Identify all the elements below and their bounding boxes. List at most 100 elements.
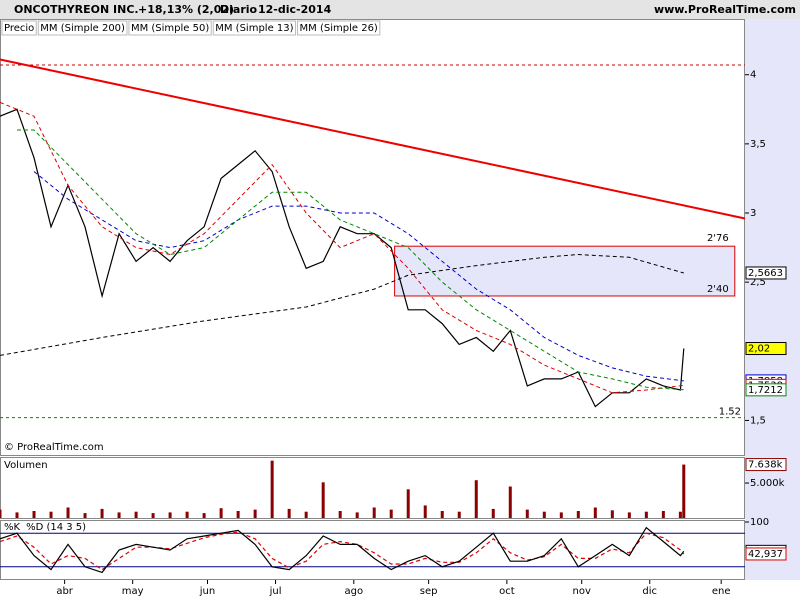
x-tick-label: may — [122, 586, 144, 597]
legend-box — [212, 20, 297, 36]
volume-bar — [474, 480, 478, 518]
volume-bar — [287, 508, 291, 518]
last-value-box — [745, 266, 787, 280]
last-value-box — [745, 383, 787, 397]
x-tick-label: ene — [712, 586, 731, 597]
volume-bar — [270, 460, 274, 518]
volume-bar — [372, 507, 376, 518]
volume-bar — [338, 511, 342, 518]
legend-box — [1, 20, 37, 36]
volume-bar — [423, 505, 427, 518]
legend-label: MM (Simple 200) — [40, 23, 125, 34]
horizontal-line-label: 1.52 — [719, 407, 741, 418]
last-value-box — [745, 547, 787, 561]
volume-bar — [678, 511, 682, 518]
legend-label: %D (14 3 5) — [26, 522, 86, 533]
volume-bar — [168, 512, 172, 518]
volume-bar — [491, 508, 495, 518]
volume-bar — [389, 509, 393, 518]
series-line — [33, 171, 684, 382]
volume-bar — [644, 511, 648, 518]
y-tick-label: 5.000k — [750, 478, 785, 489]
volume-bar — [83, 513, 87, 518]
volume-bar — [117, 512, 121, 518]
zone-low-label: 2'40 — [707, 284, 729, 295]
last-value-label: 7.638k — [748, 460, 783, 471]
volume-bar — [610, 510, 614, 518]
volume-bar — [219, 508, 223, 518]
volume-title: Volumen — [4, 460, 48, 471]
x-tick-label: oct — [499, 586, 515, 597]
last-value-box — [745, 458, 787, 472]
volume-bar — [304, 511, 308, 518]
series-line — [0, 253, 684, 356]
right-axis-bg — [745, 19, 800, 580]
y-tick-label: 3 — [750, 208, 756, 219]
volume-bar — [593, 507, 597, 518]
volume-bar — [542, 511, 546, 518]
volume-bar — [185, 511, 189, 518]
x-tick-label: ago — [344, 586, 363, 597]
legend-box — [297, 20, 381, 36]
volume-bar — [406, 489, 410, 518]
series-line — [17, 129, 684, 391]
zone-high-label: 2'76 — [707, 233, 729, 244]
volume-bar — [236, 511, 240, 518]
volume-bar — [682, 464, 686, 518]
series-line — [0, 108, 685, 408]
zone — [394, 245, 736, 297]
volume-bar — [525, 509, 529, 518]
price-panel — [0, 19, 745, 456]
oscillator-panel — [0, 520, 745, 580]
series-line — [0, 101, 684, 394]
x-tick-label: jul — [269, 586, 282, 597]
series-line — [0, 58, 746, 220]
volume-bar — [100, 508, 104, 518]
volume-bar — [0, 509, 2, 518]
volume-bar — [576, 511, 580, 518]
y-tick-label: 4 — [750, 70, 756, 81]
source: www.ProRealTime.com — [654, 3, 796, 16]
x-tick-label: abr — [56, 586, 73, 597]
legend-label: MM (Simple 26) — [300, 23, 378, 34]
series-line — [0, 526, 685, 574]
copyright: © ProRealTime.com — [4, 442, 104, 453]
volume-bar — [134, 511, 138, 518]
last-value-label: 2,02 — [748, 344, 770, 355]
change: +18,13% (2,02) — [138, 3, 234, 16]
last-value-label: 2,5663 — [748, 268, 783, 279]
volume-bar — [457, 511, 461, 518]
last-value-label: 1,7212 — [748, 385, 783, 396]
period: Diario — [220, 3, 258, 16]
volume-bar — [151, 513, 155, 518]
last-value-label: 42,937 — [748, 549, 783, 560]
volume-panel — [0, 457, 745, 519]
volume-bar — [627, 512, 631, 518]
y-tick-label: 2,5 — [750, 277, 766, 288]
volume-bar — [508, 486, 512, 518]
volume-bar — [355, 512, 359, 518]
y-tick-label: 100 — [750, 517, 769, 528]
legend-label: MM (Simple 13) — [215, 23, 293, 34]
volume-bar — [253, 509, 257, 518]
legend-label: MM (Simple 50) — [131, 23, 209, 34]
chart-title: ONCOTHYREON INC. — [14, 3, 139, 16]
volume-bar — [321, 482, 325, 518]
legend-label: Precio — [4, 23, 34, 34]
series-line — [0, 531, 685, 571]
legend-label: %K — [4, 522, 21, 533]
volume-bar — [202, 513, 206, 518]
last-value-box — [745, 342, 787, 356]
volume-bar — [15, 512, 19, 518]
x-tick-label: dic — [642, 586, 657, 597]
legend-box — [128, 20, 212, 36]
header-bar — [0, 0, 800, 19]
x-tick-label: nov — [573, 586, 591, 597]
volume-bar — [32, 511, 36, 518]
legend-box — [37, 20, 128, 36]
y-tick-label: 3,5 — [750, 139, 766, 150]
date: 12-dic-2014 — [258, 3, 332, 16]
volume-bar — [440, 511, 444, 518]
volume-bar — [661, 511, 665, 518]
